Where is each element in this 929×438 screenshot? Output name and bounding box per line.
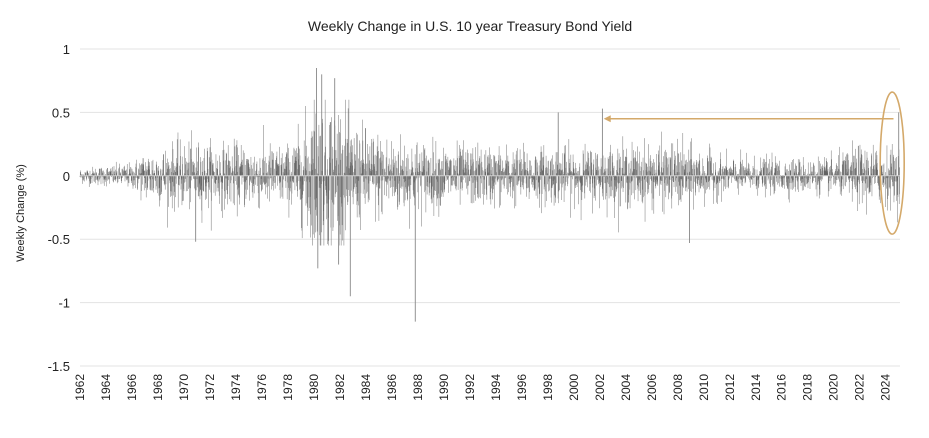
x-tick-label: 1970 <box>177 374 191 401</box>
x-tick-label: 1968 <box>151 374 165 401</box>
y-axis-ticks: 1 0.5 0 -0.5 -1 -1.5 <box>48 42 70 374</box>
x-tick-label: 2010 <box>697 374 711 401</box>
x-tick-label: 2006 <box>645 374 659 401</box>
x-tick-label: 1972 <box>203 374 217 401</box>
x-tick-label: 1994 <box>489 374 503 401</box>
x-tick-label: 2008 <box>671 374 685 401</box>
x-tick-label: 2012 <box>723 374 737 401</box>
x-tick-label: 2014 <box>749 374 763 401</box>
x-tick-label: 2022 <box>853 374 867 401</box>
x-tick-label: 2016 <box>775 374 789 401</box>
y-tick-label: -0.5 <box>48 232 70 247</box>
annotation <box>603 91 906 235</box>
annotation-ellipse <box>879 91 906 235</box>
y-tick-label: 0.5 <box>52 105 70 120</box>
y-axis-label: Weekly Change (%) <box>15 164 27 262</box>
x-tick-label: 1998 <box>541 374 555 401</box>
x-tick-label: 1988 <box>411 374 425 401</box>
x-tick-label: 1990 <box>437 374 451 401</box>
x-axis-ticks: 1962 1964 1966 1968 1970 1972 1974 1976 1978 1980… <box>73 374 893 401</box>
y-tick-label: 1 <box>63 42 70 57</box>
x-tick-label: 1996 <box>515 374 529 401</box>
x-tick-label: 1986 <box>385 374 399 401</box>
chart-title: Weekly Change in U.S. 10 year Treasury B… <box>308 18 632 34</box>
x-tick-label: 1984 <box>359 374 373 401</box>
x-tick-label: 1966 <box>125 374 139 401</box>
x-tick-label: 2020 <box>827 374 841 401</box>
gridlines <box>80 48 900 367</box>
x-tick-label: 1980 <box>307 374 321 401</box>
x-tick-label: 1962 <box>73 374 87 401</box>
x-tick-label: 2018 <box>801 374 815 401</box>
x-tick-label: 1982 <box>333 374 347 401</box>
x-tick-label: 1992 <box>463 374 477 401</box>
y-tick-label: -1.5 <box>48 359 70 374</box>
x-tick-label: 2004 <box>619 374 633 401</box>
y-tick-label: 0 <box>63 169 70 184</box>
x-tick-label: 1976 <box>255 374 269 401</box>
x-tick-label: 1978 <box>281 374 295 401</box>
x-tick-label: 2000 <box>567 374 581 401</box>
y-tick-label: -1 <box>58 296 70 311</box>
annotation-arrow-head <box>603 115 611 123</box>
x-tick-label: 2002 <box>593 374 607 401</box>
x-tick-label: 2024 <box>879 374 893 401</box>
x-tick-label: 1974 <box>229 374 243 401</box>
data-bars <box>79 68 900 322</box>
x-tick-label: 1964 <box>99 374 113 401</box>
